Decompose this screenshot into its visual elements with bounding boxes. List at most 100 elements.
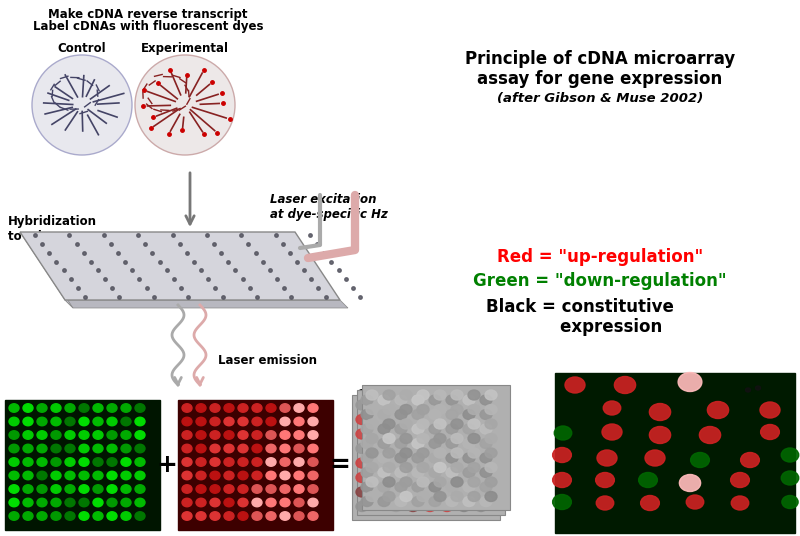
Ellipse shape bbox=[93, 444, 103, 453]
Ellipse shape bbox=[378, 453, 390, 463]
Ellipse shape bbox=[400, 434, 412, 443]
Ellipse shape bbox=[238, 431, 248, 439]
Ellipse shape bbox=[429, 410, 441, 420]
Ellipse shape bbox=[378, 424, 390, 434]
Ellipse shape bbox=[383, 463, 395, 473]
Text: expression: expression bbox=[538, 318, 662, 336]
Ellipse shape bbox=[597, 450, 617, 466]
Ellipse shape bbox=[135, 404, 145, 412]
Ellipse shape bbox=[252, 458, 262, 466]
Ellipse shape bbox=[361, 424, 373, 434]
Ellipse shape bbox=[451, 419, 463, 429]
Ellipse shape bbox=[23, 471, 33, 480]
Ellipse shape bbox=[565, 377, 585, 393]
Ellipse shape bbox=[23, 444, 33, 453]
Ellipse shape bbox=[390, 400, 402, 410]
Ellipse shape bbox=[373, 414, 385, 425]
Ellipse shape bbox=[424, 502, 436, 511]
Ellipse shape bbox=[79, 404, 89, 412]
Ellipse shape bbox=[51, 512, 61, 520]
Ellipse shape bbox=[407, 473, 419, 482]
Ellipse shape bbox=[93, 485, 103, 493]
Ellipse shape bbox=[366, 463, 378, 473]
Ellipse shape bbox=[51, 458, 61, 466]
Ellipse shape bbox=[475, 414, 487, 425]
Ellipse shape bbox=[238, 512, 248, 520]
Ellipse shape bbox=[458, 487, 470, 497]
Ellipse shape bbox=[480, 453, 492, 463]
Ellipse shape bbox=[210, 498, 220, 507]
Ellipse shape bbox=[65, 404, 75, 412]
Ellipse shape bbox=[395, 467, 407, 478]
Ellipse shape bbox=[480, 482, 492, 492]
Ellipse shape bbox=[458, 400, 470, 410]
Ellipse shape bbox=[252, 404, 262, 412]
Ellipse shape bbox=[434, 477, 446, 487]
Ellipse shape bbox=[121, 485, 131, 493]
Ellipse shape bbox=[266, 404, 276, 412]
Ellipse shape bbox=[107, 458, 117, 466]
Ellipse shape bbox=[434, 492, 446, 502]
Ellipse shape bbox=[468, 463, 480, 473]
Ellipse shape bbox=[79, 431, 89, 439]
Ellipse shape bbox=[480, 424, 492, 434]
Ellipse shape bbox=[294, 471, 304, 480]
Ellipse shape bbox=[417, 463, 429, 473]
Ellipse shape bbox=[395, 424, 407, 434]
Ellipse shape bbox=[210, 417, 220, 426]
Ellipse shape bbox=[135, 498, 145, 507]
Ellipse shape bbox=[441, 443, 453, 453]
Ellipse shape bbox=[596, 496, 614, 510]
Ellipse shape bbox=[224, 431, 234, 439]
Ellipse shape bbox=[373, 502, 385, 511]
Ellipse shape bbox=[407, 458, 419, 468]
Ellipse shape bbox=[93, 471, 103, 480]
Ellipse shape bbox=[441, 400, 453, 410]
Ellipse shape bbox=[135, 471, 145, 480]
Ellipse shape bbox=[417, 448, 429, 458]
Ellipse shape bbox=[266, 431, 276, 439]
Ellipse shape bbox=[434, 448, 446, 458]
Ellipse shape bbox=[79, 485, 89, 493]
Circle shape bbox=[32, 55, 132, 155]
Ellipse shape bbox=[429, 424, 441, 434]
Ellipse shape bbox=[107, 404, 117, 412]
Ellipse shape bbox=[210, 485, 220, 493]
Ellipse shape bbox=[238, 458, 248, 466]
Bar bbox=[357, 390, 505, 515]
Ellipse shape bbox=[424, 400, 436, 410]
Ellipse shape bbox=[238, 471, 248, 480]
Ellipse shape bbox=[446, 395, 458, 405]
Ellipse shape bbox=[480, 496, 492, 507]
Ellipse shape bbox=[383, 434, 395, 443]
Ellipse shape bbox=[485, 390, 497, 400]
Ellipse shape bbox=[280, 417, 290, 426]
Ellipse shape bbox=[429, 453, 441, 463]
Ellipse shape bbox=[366, 477, 378, 487]
Ellipse shape bbox=[79, 458, 89, 466]
Ellipse shape bbox=[650, 404, 670, 421]
Ellipse shape bbox=[65, 512, 75, 520]
Ellipse shape bbox=[395, 438, 407, 449]
Ellipse shape bbox=[395, 496, 407, 507]
Ellipse shape bbox=[280, 404, 290, 412]
Ellipse shape bbox=[373, 429, 385, 439]
Ellipse shape bbox=[361, 482, 373, 492]
Ellipse shape bbox=[475, 429, 487, 439]
Ellipse shape bbox=[135, 444, 145, 453]
Ellipse shape bbox=[638, 473, 658, 488]
Ellipse shape bbox=[294, 444, 304, 453]
Ellipse shape bbox=[378, 482, 390, 492]
Ellipse shape bbox=[429, 482, 441, 492]
Ellipse shape bbox=[373, 443, 385, 453]
Ellipse shape bbox=[741, 452, 759, 467]
Ellipse shape bbox=[23, 417, 33, 426]
Ellipse shape bbox=[412, 424, 424, 434]
Ellipse shape bbox=[65, 431, 75, 439]
Ellipse shape bbox=[9, 458, 19, 466]
Ellipse shape bbox=[308, 485, 318, 493]
Ellipse shape bbox=[412, 467, 424, 478]
Ellipse shape bbox=[238, 404, 248, 412]
Ellipse shape bbox=[361, 438, 373, 449]
Ellipse shape bbox=[475, 458, 487, 468]
